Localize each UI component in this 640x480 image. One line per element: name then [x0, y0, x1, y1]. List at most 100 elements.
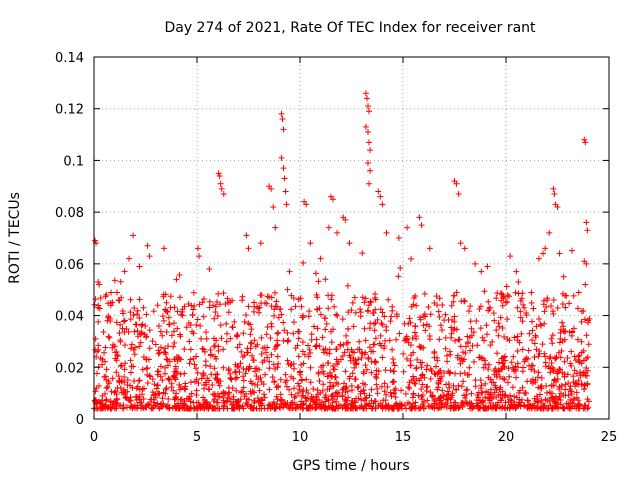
data-point [554, 370, 561, 377]
data-point [149, 389, 156, 396]
data-point [406, 315, 413, 322]
data-point [280, 337, 287, 344]
data-point [481, 288, 488, 295]
data-point [360, 387, 367, 394]
data-point [262, 349, 269, 356]
data-point [509, 384, 516, 391]
data-point [251, 299, 258, 306]
data-point [242, 370, 249, 377]
data-point [124, 382, 131, 389]
data-point [186, 360, 193, 367]
data-point [257, 292, 264, 299]
data-point [453, 289, 460, 296]
data-point [256, 304, 263, 311]
data-point [155, 350, 162, 357]
data-point [275, 382, 282, 389]
data-point [280, 165, 287, 172]
data-point [268, 294, 275, 301]
data-point [435, 308, 442, 315]
data-point [309, 396, 316, 403]
data-point [379, 309, 386, 316]
data-point [299, 392, 306, 399]
data-point [353, 395, 360, 402]
data-point [166, 405, 173, 412]
x-tick-label: 15 [395, 430, 412, 445]
data-point [139, 366, 146, 373]
data-point [313, 342, 320, 349]
data-point [582, 369, 589, 376]
data-point [300, 314, 307, 321]
data-point [220, 364, 227, 371]
data-point [118, 362, 125, 369]
data-point [260, 391, 267, 398]
data-point [129, 384, 136, 391]
data-point [361, 390, 368, 397]
y-tick-label: 0.06 [55, 258, 84, 273]
data-point [275, 360, 282, 367]
data-point [171, 304, 178, 311]
data-point [401, 337, 408, 344]
data-point [473, 397, 480, 404]
x-tick-label: 25 [601, 430, 618, 445]
data-point [228, 376, 235, 383]
data-point [136, 263, 143, 270]
data-point [535, 369, 542, 376]
data-point [164, 356, 171, 363]
data-point [419, 371, 426, 378]
data-point [101, 390, 108, 397]
data-point [206, 386, 213, 393]
data-point [235, 364, 242, 371]
data-point [136, 343, 143, 350]
data-point [551, 191, 558, 198]
data-point [406, 385, 413, 392]
data-point [392, 400, 399, 407]
data-point [479, 355, 486, 362]
data-point [215, 290, 222, 297]
data-point [143, 311, 150, 318]
data-point [561, 358, 568, 365]
data-point [312, 401, 319, 408]
data-point [514, 364, 521, 371]
data-point [170, 343, 177, 350]
data-point [256, 397, 263, 404]
data-point [406, 379, 413, 386]
data-point [484, 263, 491, 270]
data-point [543, 389, 550, 396]
data-point [478, 390, 485, 397]
data-point [214, 371, 221, 378]
data-point [157, 328, 164, 335]
data-point [476, 354, 483, 361]
data-point [166, 321, 173, 328]
data-point [162, 390, 169, 397]
data-point [292, 303, 299, 310]
data-point [537, 384, 544, 391]
data-point [129, 405, 136, 412]
data-point [575, 356, 582, 363]
data-point [416, 214, 423, 221]
data-point [421, 290, 428, 297]
data-point [339, 404, 346, 411]
data-point [436, 395, 443, 402]
data-point [465, 338, 472, 345]
data-point [196, 301, 203, 308]
data-point [485, 374, 492, 381]
data-point [540, 297, 547, 304]
data-point [187, 379, 194, 386]
data-point [365, 354, 372, 361]
x-tick-label: 0 [90, 430, 98, 445]
data-point [136, 315, 143, 322]
data-point [108, 289, 115, 296]
data-point [478, 268, 485, 275]
data-point [190, 399, 197, 406]
data-point [171, 356, 178, 363]
data-point [425, 304, 432, 311]
data-point [410, 349, 417, 356]
data-point [366, 344, 373, 351]
data-point [233, 374, 240, 381]
data-point [230, 393, 237, 400]
data-point [200, 295, 207, 302]
data-point [315, 369, 322, 376]
y-tick-label: 0.02 [55, 361, 84, 376]
data-point [106, 334, 113, 341]
